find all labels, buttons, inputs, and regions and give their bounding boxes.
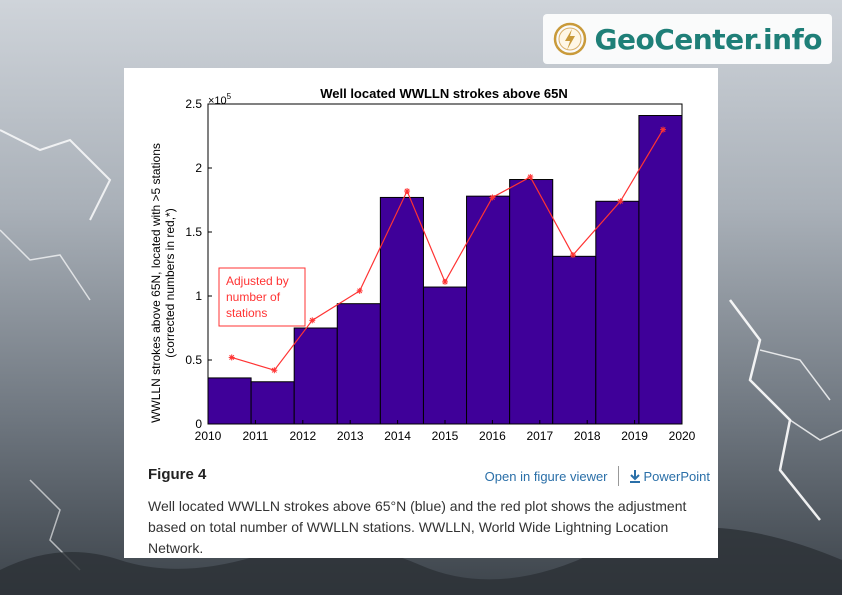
adjusted-point-0	[228, 354, 235, 361]
bar-5	[422, 286, 468, 425]
x-tick-label: 2018	[574, 429, 601, 443]
x-tick-label: 2015	[432, 429, 459, 443]
figure-links: Open in figure viewer PowerPoint	[485, 466, 710, 486]
figure-card: Well located WWLLN strokes above 65N WWL…	[124, 68, 718, 558]
adjusted-point-1	[271, 367, 278, 374]
bar-4	[379, 196, 424, 425]
x-tick-label: 2020	[669, 429, 696, 443]
download-icon	[629, 470, 640, 483]
adjusted-point-4	[404, 188, 411, 195]
y-tick-label: 1	[195, 289, 202, 303]
powerpoint-link[interactable]: PowerPoint	[629, 469, 710, 484]
bar-2	[293, 327, 338, 425]
chart-title: Well located WWLLN strokes above 65N	[320, 86, 568, 101]
x-tick-label: 2016	[479, 429, 506, 443]
y-axis-label-line2: (corrected numbers in red,*)	[163, 208, 177, 357]
link-divider	[617, 466, 619, 486]
adjusted-line-group	[228, 126, 667, 374]
y-tick-label: 0	[195, 417, 202, 431]
adjusted-point-2	[309, 317, 316, 324]
x-tick-label: 2010	[195, 429, 222, 443]
bar-9	[595, 200, 640, 425]
powerpoint-label: PowerPoint	[643, 468, 710, 484]
figure-label: Figure 4	[148, 466, 207, 483]
y-exponent: ×105	[208, 92, 232, 107]
annotation-box: Adjusted by number of stations	[218, 267, 306, 327]
annotation-line: stations	[226, 306, 267, 320]
y-axis-label: WWLLN strokes above 65N, located with >5…	[149, 143, 177, 423]
x-tick-label: 2012	[289, 429, 316, 443]
adjusted-point-3	[356, 287, 363, 294]
y-axis-label-line1: WWLLN strokes above 65N, located with >5…	[149, 143, 163, 423]
x-tick-label: 2017	[526, 429, 553, 443]
y-tick-label: 2.5	[185, 97, 202, 111]
adjusted-point-9	[617, 198, 624, 205]
x-tick-label: 2019	[621, 429, 648, 443]
bar-7	[509, 179, 554, 425]
x-tick-label: 2014	[384, 429, 411, 443]
adjusted-point-7	[527, 173, 534, 180]
y-tick-label: 2	[195, 161, 202, 175]
x-tick-label: 2013	[337, 429, 364, 443]
bars-group	[207, 115, 683, 425]
x-tick-label: 2011	[242, 429, 268, 443]
lightning-circle-icon	[553, 22, 586, 56]
bar-1	[250, 381, 295, 425]
axes-group: 2010 2011 2012 2013 2014 2015 2016 2017 2018 2019…	[185, 97, 695, 443]
bar-6	[466, 195, 511, 425]
brand-logo[interactable]: GeoCenter.info	[542, 14, 832, 64]
y-tick-label: 1.5	[185, 225, 202, 239]
bar-8	[552, 255, 597, 425]
adjusted-point-10	[660, 126, 667, 133]
brand-name: GeoCenter.info	[594, 22, 823, 56]
bar-10	[638, 115, 683, 425]
open-figure-viewer-link[interactable]: Open in figure viewer	[484, 468, 608, 484]
adjusted-point-6	[489, 194, 496, 201]
adjusted-point-5	[442, 278, 448, 285]
bar-3	[336, 303, 381, 425]
annotation-line: number of	[226, 290, 281, 304]
strokes-chart: Well located WWLLN strokes above 65N WWL…	[149, 86, 696, 443]
bar-0	[207, 377, 252, 425]
adjusted-point-8	[569, 252, 576, 259]
annotation-line: Adjusted by	[226, 274, 289, 288]
figure-caption: Well located WWLLN strokes above 65°N (b…	[148, 498, 687, 556]
y-tick-label: 0.5	[185, 353, 202, 367]
